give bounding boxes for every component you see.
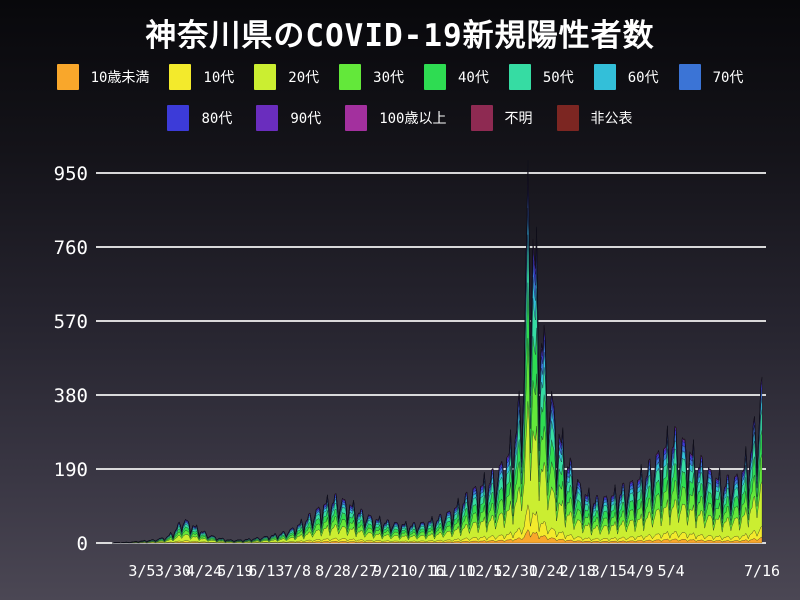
legend-label: 30代 [373, 70, 404, 86]
legend-item: 30代 [339, 64, 404, 90]
x-axis-tick-label: 2/18 [560, 562, 596, 580]
legend-label: 60代 [627, 70, 659, 86]
legend-swatch [678, 64, 701, 90]
y-axis-tick-label: 570 [54, 311, 88, 333]
legend-label: 10代 [203, 70, 235, 86]
x-axis-tick-label: 3/30 [155, 562, 191, 580]
y-axis-tick-label: 950 [54, 163, 88, 185]
legend-item: 10代 [169, 64, 234, 90]
legend-item: 70代 [678, 64, 744, 90]
legend-item: 100歳以上 [345, 105, 447, 131]
legend-item: 90代 [256, 105, 321, 131]
legend-label: 50代 [542, 70, 574, 86]
legend-row-1: 10歳未満 10代 20代 30代 40代 50代 60代 70代 [0, 64, 800, 90]
legend-swatch [169, 64, 192, 90]
x-axis-tick-label: 12/5 [466, 562, 502, 580]
legend-item: 非公表 [556, 105, 633, 131]
legend-swatch [345, 105, 368, 131]
x-axis-tick-label: 1/24 [529, 562, 565, 580]
legend-label: 80代 [201, 111, 233, 127]
x-axis-tick-label: 11/10 [431, 562, 476, 580]
x-axis-tick-label: 5/19 [217, 562, 253, 580]
area-band [112, 504, 763, 544]
area-band [111, 163, 763, 544]
legend-label: 40代 [458, 70, 489, 86]
legend-label: 70代 [712, 70, 744, 86]
legend-item: 40代 [424, 64, 489, 90]
legend-swatch [167, 105, 190, 131]
x-axis-tick-label: 8/2 [315, 562, 342, 580]
area-band [111, 186, 763, 544]
chart-title: 神奈川県のCOVID-19新規陽性者数 [145, 18, 655, 54]
x-axis-tick-label: 3/15 [591, 562, 627, 580]
legend-swatch [56, 64, 79, 90]
area-band [111, 338, 763, 544]
legend-swatch [556, 105, 579, 131]
legend-swatch [339, 64, 362, 90]
legend-swatch [256, 105, 279, 131]
x-axis-tick-label: 6/13 [248, 562, 284, 580]
legend-label: 10歳未満 [90, 70, 150, 86]
area-band [111, 162, 763, 544]
legend-swatch [470, 105, 493, 131]
x-axis-tick-label: 12/30 [493, 562, 538, 580]
x-axis-tick-label: 7/8 [284, 562, 311, 580]
legend-label: 不明 [504, 111, 533, 127]
legend-item: 80代 [167, 105, 232, 131]
legend-label: 非公表 [590, 111, 633, 127]
legend-swatch [593, 64, 616, 90]
area-band [111, 160, 763, 544]
area-band [111, 207, 763, 544]
x-axis-tick-label: 3/5 [128, 562, 155, 580]
legend-label: 90代 [290, 111, 322, 127]
area-band [111, 282, 763, 544]
legend-item: 50代 [508, 64, 574, 90]
x-axis-tick-label: 5/4 [658, 562, 685, 580]
legend-item: 60代 [593, 64, 659, 90]
x-axis-tick-label: 8/27 [342, 562, 378, 580]
legend-label: 100歳以上 [379, 111, 447, 127]
y-axis-tick-label: 760 [54, 237, 88, 259]
legend-swatch [254, 64, 277, 90]
legend-swatch [424, 64, 446, 90]
x-axis-tick-label: 4/9 [626, 562, 653, 580]
area-band [111, 171, 763, 544]
x-axis-tick-label: 4/24 [186, 562, 222, 580]
area-band [111, 160, 763, 544]
legend-label: 20代 [288, 70, 320, 86]
y-axis-tick-label: 190 [54, 459, 88, 481]
x-axis-tick-label: 7/16 [744, 562, 780, 580]
legend-row-2: 80代 90代 100歳以上 不明 非公表 [0, 105, 800, 131]
legend-item: 20代 [254, 64, 319, 90]
y-axis-tick-label: 0 [77, 533, 88, 555]
x-axis-tick-label: 9/21 [373, 562, 409, 580]
legend-swatch [508, 64, 531, 90]
legend-item: 10歳未満 [56, 64, 150, 90]
y-axis-tick-label: 380 [54, 385, 88, 407]
x-axis-tick-label: 10/16 [400, 562, 445, 580]
legend-item: 不明 [470, 105, 533, 131]
